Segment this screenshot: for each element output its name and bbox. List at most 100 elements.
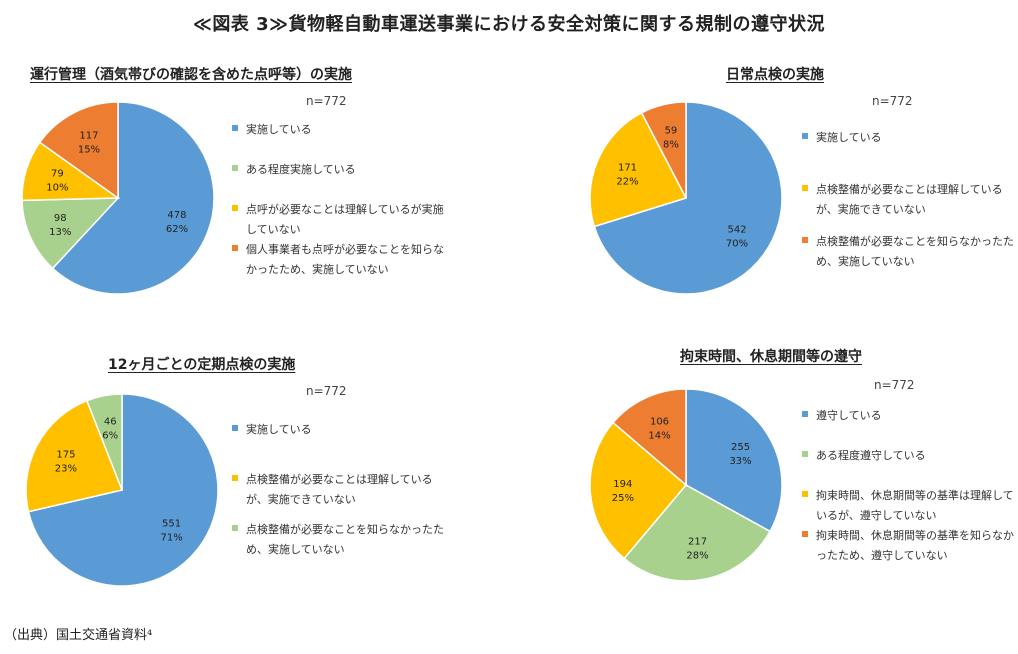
legend-swatch: [802, 451, 808, 457]
slice-percent-label: 71%: [160, 532, 182, 543]
legend-item: 点検整備が必要なことを知らなかったため、実施していない: [802, 232, 1018, 272]
slice-value-label: 79: [51, 168, 64, 179]
slice-value-label: 194: [613, 479, 632, 490]
slice-value-label: 217: [688, 536, 707, 547]
legend-label: 遵守している: [816, 409, 882, 422]
sample-size-label: n=772: [872, 94, 913, 108]
slice-value-label: 46: [104, 417, 117, 428]
source-note: （出典）国土交通省資料⁴: [4, 628, 153, 643]
legend-label: 個人事業者も点呼が必要なことを知らなかったため、実施していない: [246, 243, 444, 276]
slice-percent-label: 33%: [729, 456, 751, 467]
legend-label: 拘束時間、休息期間等の基準は理解しているが、遵守していない: [816, 489, 1014, 522]
pie-slice: [623, 484, 772, 582]
legend-item: 実施している: [232, 420, 452, 440]
slice-percent-label: 8%: [663, 139, 679, 150]
slice-value-label: 98: [54, 213, 67, 224]
slice-value-label: 542: [727, 225, 746, 236]
pie-chart: 542 70% 171 22% 59 8%: [589, 101, 783, 295]
chart-title: 12ヶ月ごとの定期点検の実施: [108, 357, 296, 373]
legend-item: 点検整備が必要なことは理解しているが、実施できていない: [232, 470, 452, 510]
legend-swatch: [232, 125, 238, 131]
legend-item: ある程度遵守している: [802, 446, 1018, 466]
slice-percent-label: 28%: [686, 550, 708, 561]
slice-value-label: 255: [731, 442, 750, 453]
legend-swatch: [232, 165, 238, 171]
pie-slice: [21, 197, 120, 270]
pie-slice: [51, 101, 215, 295]
legend-label: 拘束時間、休息期間等の基準を知らなかったため、遵守していない: [816, 529, 1014, 562]
chart-title: 運行管理（酒気帯びの確認を含めた点呼等）の実施: [30, 67, 352, 83]
slice-value-label: 551: [162, 518, 181, 529]
legend-swatch: [232, 205, 238, 211]
slice-percent-label: 14%: [648, 430, 670, 441]
pie-slice: [589, 421, 688, 560]
chart-panel-periodic-inspection: 12ヶ月ごとの定期点検の実施 n=772 551 71% 175 23% 46 6% 実施…: [0, 348, 500, 618]
legend-label: 点呼が必要なことは理解しているが実施していない: [246, 203, 444, 236]
chart-panel-daily-inspection: 日常点検の実施 n=772 542 70% 171 22% 59 8% 実施している点検整…: [500, 58, 1014, 328]
slice-value-label: 117: [79, 131, 98, 142]
legend-swatch: [802, 237, 808, 243]
pie-chart: 255 33% 217 28% 194 25% 106 14%: [589, 388, 783, 582]
pie-slice: [640, 101, 687, 199]
legend-item: 点呼が必要なことは理解しているが実施していない: [232, 200, 452, 240]
legend-item: 遵守している: [802, 406, 1018, 426]
slice-percent-label: 25%: [612, 493, 634, 504]
slice-percent-label: 10%: [46, 182, 68, 193]
pie-slice: [612, 388, 687, 487]
legend-item: 拘束時間、休息期間等の基準を知らなかったため、遵守していない: [802, 526, 1018, 566]
legend-swatch: [232, 475, 238, 481]
slice-percent-label: 6%: [102, 431, 118, 442]
pie-slice: [685, 388, 783, 533]
sample-size-label: n=772: [306, 384, 347, 398]
pie-slice: [589, 111, 688, 228]
slice-value-label: 106: [650, 416, 669, 427]
legend-label: ある程度実施している: [246, 163, 356, 176]
legend-label: 点検整備が必要なことを知らなかったため、実施していない: [816, 235, 1014, 268]
pie-slice: [85, 393, 123, 491]
legend-label: 点検整備が必要なことを知らなかったため、実施していない: [246, 523, 444, 556]
legend-swatch: [232, 525, 238, 531]
legend-swatch: [232, 425, 238, 431]
sample-size-label: n=772: [874, 378, 915, 392]
slice-value-label: 171: [618, 163, 637, 174]
legend-swatch: [802, 411, 808, 417]
pie-chart: 478 62% 98 13% 79 10% 117 15%: [21, 101, 215, 295]
slice-percent-label: 23%: [55, 464, 77, 475]
chart-panel-operation-management: 運行管理（酒気帯びの確認を含めた点呼等）の実施 n=772 478 62% 98 13…: [0, 58, 500, 328]
slice-percent-label: 15%: [78, 145, 100, 156]
legend-label: 点検整備が必要なことは理解しているが、実施できていない: [816, 183, 1003, 216]
legend-label: ある程度遵守している: [816, 449, 926, 462]
pie-slice: [38, 101, 119, 200]
legend-label: 実施している: [246, 123, 312, 136]
legend-item: 点検整備が必要なことを知らなかったため、実施していない: [232, 520, 452, 560]
legend-item: ある程度実施している: [232, 160, 452, 180]
slice-value-label: 478: [167, 210, 186, 221]
slice-percent-label: 22%: [616, 177, 638, 188]
legend-item: 実施している: [802, 128, 1018, 148]
sample-size-label: n=772: [306, 94, 347, 108]
legend-swatch: [802, 531, 808, 537]
chart-title: 日常点検の実施: [726, 67, 824, 83]
legend-swatch: [802, 185, 808, 191]
pie-slice: [25, 399, 124, 513]
slice-percent-label: 70%: [726, 239, 748, 250]
legend-swatch: [802, 491, 808, 497]
main-title: ≪図表 3≫貨物軽自動車運送事業における安全対策に関する規制の遵守状況: [193, 14, 825, 35]
pie-slice: [27, 393, 219, 587]
chart-title: 拘束時間、休息期間等の遵守: [680, 349, 862, 365]
legend-item: 点検整備が必要なことは理解しているが、実施できていない: [802, 180, 1018, 220]
legend-item: 拘束時間、休息期間等の基準は理解しているが、遵守していない: [802, 486, 1018, 526]
slice-value-label: 59: [665, 125, 678, 136]
legend-item: 個人事業者も点呼が必要なことを知らなかったため、実施していない: [232, 240, 452, 280]
legend-swatch: [232, 245, 238, 251]
legend-item: 実施している: [232, 120, 452, 140]
pie-chart: 551 71% 175 23% 46 6%: [25, 393, 219, 587]
legend-label: 点検整備が必要なことは理解しているが、実施できていない: [246, 473, 433, 506]
legend-label: 実施している: [816, 131, 882, 144]
pie-slice: [593, 101, 783, 295]
legend-swatch: [802, 133, 808, 139]
slice-percent-label: 62%: [166, 224, 188, 235]
legend-label: 実施している: [246, 423, 312, 436]
slice-percent-label: 13%: [49, 227, 71, 238]
slice-value-label: 175: [56, 450, 75, 461]
